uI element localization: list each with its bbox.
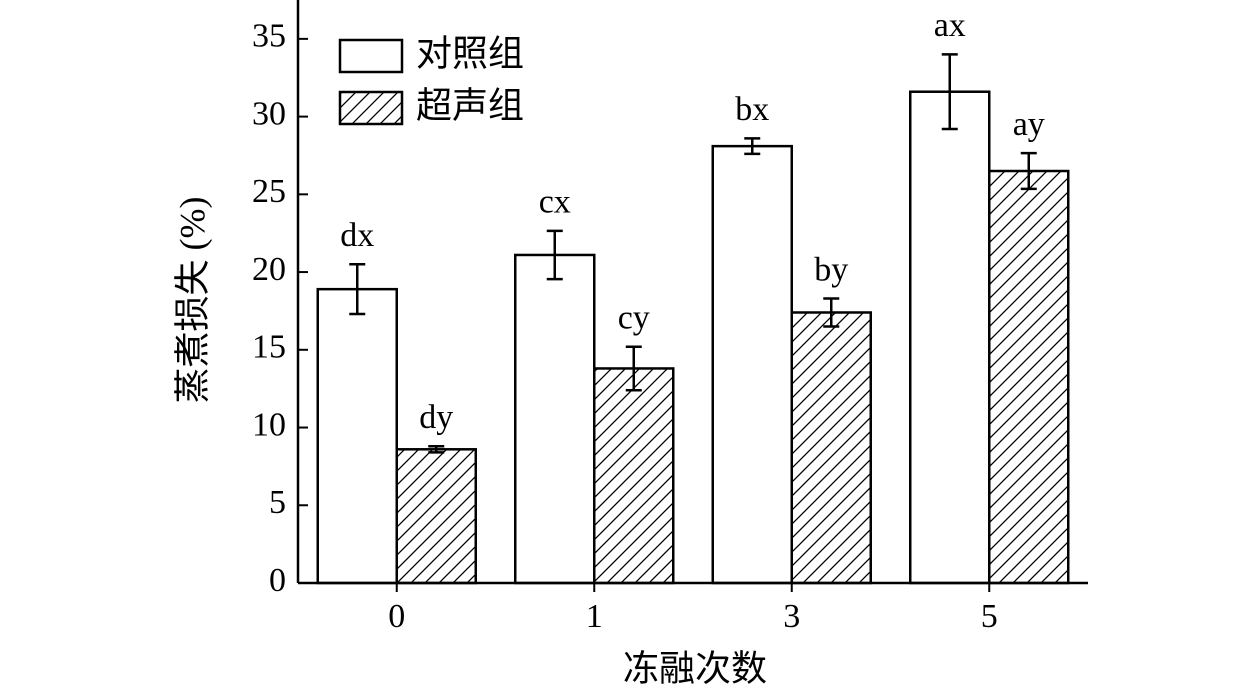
bar (514, 253, 596, 585)
legend-swatch (338, 90, 404, 126)
significance-label: by (814, 251, 848, 288)
legend-swatch (338, 38, 404, 74)
error-bar (941, 53, 958, 131)
x-tick-label: 0 (388, 598, 405, 635)
bar (593, 367, 675, 585)
error-bar (823, 297, 840, 328)
significance-label: ay (1013, 106, 1045, 143)
y-tick-label: 20 (252, 251, 286, 288)
bar (909, 90, 991, 585)
x-tick-label: 5 (981, 598, 998, 635)
x-axis-title: 冻融次数 (623, 648, 767, 688)
y-tick-label: 0 (269, 562, 286, 599)
significance-label: dy (419, 399, 453, 436)
bar (395, 448, 477, 585)
y-tick-label: 35 (252, 18, 286, 55)
significance-label: bx (735, 91, 769, 128)
legend-label: 对照组 (416, 33, 524, 73)
error-bar (349, 263, 366, 316)
bar (316, 287, 398, 585)
bar (988, 169, 1070, 585)
y-axis-title: 蒸煮损失 (%) (172, 197, 212, 404)
y-tick-label: 30 (252, 95, 286, 132)
y-tick-label: 25 (252, 173, 286, 210)
error-bar (546, 229, 563, 281)
significance-label: cy (618, 299, 650, 336)
bar (790, 311, 872, 585)
error-bar (625, 345, 642, 392)
bar (711, 144, 793, 585)
significance-label: cx (539, 184, 571, 221)
x-tick-label: 3 (783, 598, 800, 635)
error-bar (1020, 151, 1037, 191)
significance-label: ax (934, 7, 966, 44)
y-tick-label: 10 (252, 406, 286, 443)
error-bar (744, 137, 761, 156)
y-tick-label: 15 (252, 329, 286, 366)
x-tick-label: 1 (586, 598, 603, 635)
error-bar (428, 444, 445, 454)
legend-label: 超声组 (416, 85, 524, 125)
y-tick-label: 5 (269, 484, 286, 521)
significance-label: dx (340, 217, 374, 254)
